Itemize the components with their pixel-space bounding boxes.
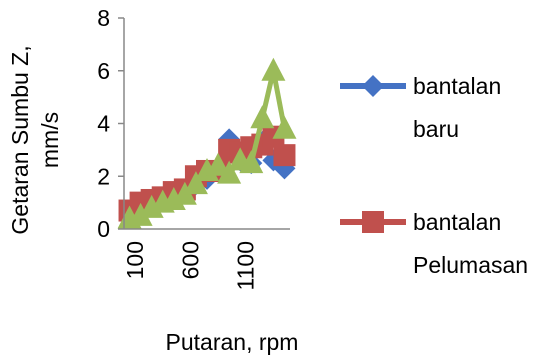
y-axis-label-line2: mm/s xyxy=(37,112,63,168)
y-tick-label: 2 xyxy=(97,163,110,189)
data-point-triangle xyxy=(261,57,286,81)
x-axis-ticks: 100 600 1100 xyxy=(122,241,259,290)
series-triangle xyxy=(117,57,297,229)
data-point-triangle xyxy=(239,150,264,174)
y-axis-ticks: 0 2 4 6 8 xyxy=(97,5,124,242)
y-tick-label: 6 xyxy=(97,58,110,84)
data-point-triangle xyxy=(206,152,231,176)
x-tick-label: 1100 xyxy=(233,241,259,290)
x-axis-label: Putaran, rpm xyxy=(166,329,299,355)
legend-item: bantalan Pelumasan xyxy=(340,209,528,278)
plot-area xyxy=(117,57,297,229)
legend-label: bantalan xyxy=(413,209,501,235)
data-point-triangle xyxy=(217,160,242,184)
data-point-triangle xyxy=(128,202,153,226)
legend-label: Pelumasan xyxy=(413,252,528,278)
data-point-square xyxy=(273,144,296,167)
x-tick-label: 100 xyxy=(122,241,148,279)
data-point-diamond xyxy=(362,75,384,97)
y-tick-label: 0 xyxy=(97,216,110,242)
legend-label: baru xyxy=(413,116,459,142)
legend-item: bantalan baru xyxy=(340,73,501,142)
data-point-square xyxy=(362,211,384,233)
y-tick-label: 8 xyxy=(97,5,110,31)
data-point-triangle xyxy=(250,105,275,129)
data-point-triangle xyxy=(183,171,208,195)
legend: bantalan baru bantalan Pelumasan xyxy=(340,73,528,278)
legend-label: bantalan xyxy=(413,73,501,99)
y-axis-label-line1: Getaran Sumbu Z, xyxy=(7,45,33,234)
y-tick-label: 4 xyxy=(97,111,110,137)
x-tick-label: 600 xyxy=(177,241,203,279)
data-point-triangle xyxy=(272,115,297,139)
